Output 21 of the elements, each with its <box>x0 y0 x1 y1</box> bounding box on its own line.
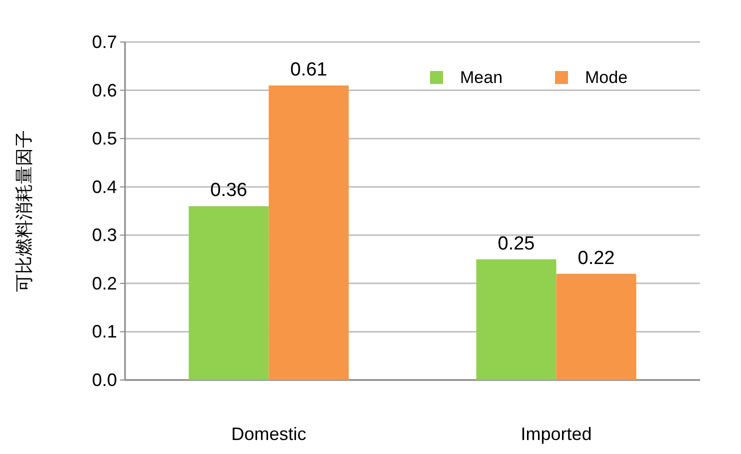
x-tick-label: Imported <box>520 424 592 444</box>
data-label: 0.25 <box>498 233 535 254</box>
y-axis-title: 可比燃料消耗量因子 <box>14 130 34 292</box>
legend-label: Mode <box>585 68 628 87</box>
data-label: 0.36 <box>210 180 248 202</box>
bar <box>268 85 349 380</box>
y-tick-label: 0.6 <box>92 80 117 100</box>
x-tick-label: Domestic <box>231 424 306 444</box>
y-tick-label: 0.1 <box>92 322 117 342</box>
bar <box>188 206 269 380</box>
legend-label: Mean <box>460 68 503 87</box>
bar <box>476 259 556 380</box>
data-label: 0.22 <box>578 248 615 269</box>
y-tick-label: 0.7 <box>92 32 117 52</box>
y-tick-label: 0.3 <box>92 225 117 246</box>
data-label: 0.61 <box>290 59 328 80</box>
bar <box>556 274 636 380</box>
y-tick-label: 0.5 <box>92 128 117 149</box>
y-tick-label: 0.2 <box>92 273 117 294</box>
y-tick-label: 0.4 <box>92 176 117 197</box>
y-tick-label: 0.0 <box>92 370 117 390</box>
